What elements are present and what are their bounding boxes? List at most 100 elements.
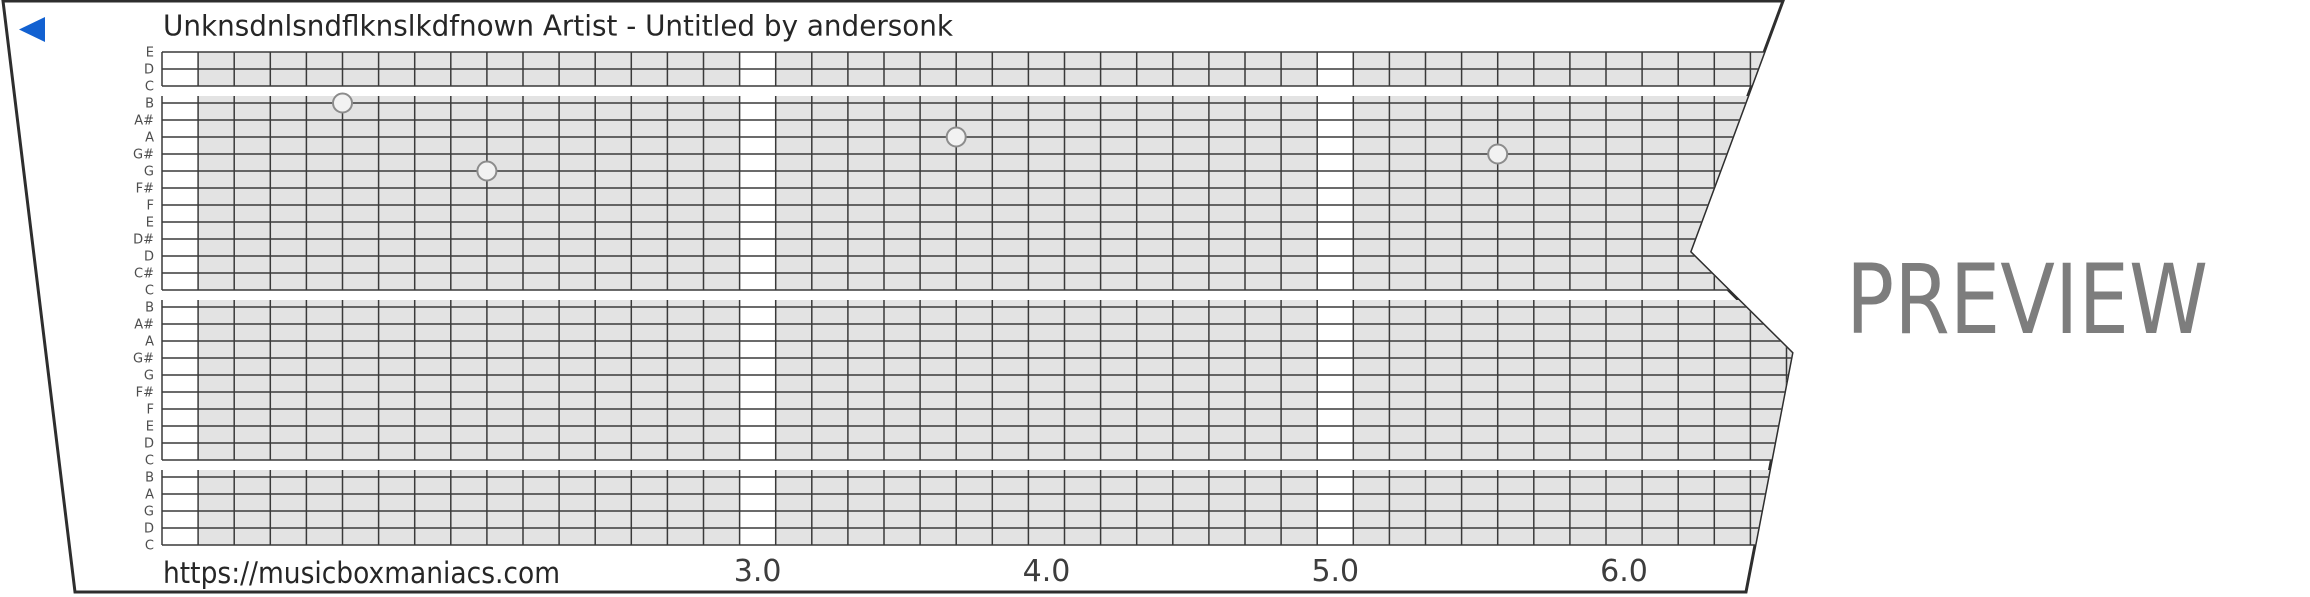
note-label: A <box>145 131 154 146</box>
time-label: 3.0 <box>734 554 782 589</box>
note-dot[interactable] <box>476 160 498 182</box>
note-grid <box>161 51 1792 546</box>
grid-row-shading <box>775 375 1318 392</box>
note-label: G# <box>133 148 154 163</box>
grid-row-shading <box>1353 494 1792 511</box>
grid-row-shading <box>1353 477 1792 494</box>
grid-row-shading <box>1353 120 1792 137</box>
grid-row-shading <box>775 494 1318 511</box>
note-label: C <box>145 539 154 554</box>
grid-row-shading <box>775 137 1318 154</box>
grid-row-shading <box>775 341 1318 358</box>
grid-row-shading <box>1353 392 1792 409</box>
grid-row-shading <box>198 137 740 154</box>
grid-row-shading <box>775 392 1318 409</box>
grid-row-shading <box>775 477 1318 494</box>
note-label: B <box>145 97 154 112</box>
grid-row-shading <box>775 120 1318 137</box>
grid-row-shading <box>1353 307 1792 324</box>
note-label: E <box>146 420 154 435</box>
grid-row-shading <box>198 52 740 69</box>
grid-row-shading <box>1353 171 1792 188</box>
note-label: C <box>145 284 154 299</box>
grid-row-shading <box>198 470 740 477</box>
note-dot[interactable] <box>945 126 967 148</box>
note-label: E <box>146 46 154 61</box>
grid-row-shading <box>198 205 740 222</box>
grid-row-shading <box>775 171 1318 188</box>
grid-row-shading <box>775 188 1318 205</box>
grid-row-shading <box>775 324 1318 341</box>
grid-row-shading <box>1353 300 1792 307</box>
note-dot[interactable] <box>1487 143 1509 165</box>
grid-row-shading <box>198 477 740 494</box>
note-label: G <box>144 369 154 384</box>
grid-row-shading <box>1353 324 1792 341</box>
grid-row-shading <box>1353 52 1792 69</box>
strip-title: Unknsdnlsndflknslkdfnown Artist - Untitl… <box>163 10 953 43</box>
grid-row-shading <box>1353 154 1792 171</box>
time-label: 5.0 <box>1311 554 1359 589</box>
grid-row-shading <box>198 222 740 239</box>
note-label: F <box>147 403 154 418</box>
grid-row-shading <box>775 205 1318 222</box>
grid-row-shading <box>198 300 740 307</box>
grid-row-shading <box>1353 137 1792 154</box>
grid-row-shading <box>775 300 1318 307</box>
grid-row-shading <box>1353 222 1792 239</box>
grid-row-shading <box>198 96 740 103</box>
play-icon <box>19 17 45 42</box>
note-label: A# <box>134 114 154 129</box>
grid-row-shading <box>775 239 1318 256</box>
grid-row-shading <box>775 307 1318 324</box>
grid-row-shading <box>1353 256 1792 273</box>
grid-row-shading <box>1353 443 1792 460</box>
note-label: G <box>144 165 154 180</box>
note-label: F# <box>136 386 154 401</box>
grid-row-shading <box>1353 239 1792 256</box>
grid-row-shading <box>1353 273 1792 290</box>
grid-row-shading <box>198 154 740 171</box>
grid-row-shading <box>198 341 740 358</box>
grid-row-shading <box>198 239 740 256</box>
grid-row-shading <box>1353 341 1792 358</box>
grid-row-shading <box>198 69 740 86</box>
preview-watermark: PREVIEW <box>1846 244 2208 356</box>
note-label: A <box>145 335 154 350</box>
note-dot[interactable] <box>332 92 353 114</box>
grid-row-shading <box>198 375 740 392</box>
grid-row-shading <box>198 307 740 324</box>
grid-row-shading <box>198 426 740 443</box>
grid-row-shading <box>775 222 1318 239</box>
grid-row-shading <box>1353 511 1792 528</box>
note-label: D <box>144 250 154 265</box>
grid-row-shading <box>1353 375 1792 392</box>
grid-row-shading <box>775 443 1318 460</box>
note-label: D# <box>133 233 154 248</box>
grid-row-shading <box>198 256 740 273</box>
grid-row-shading <box>198 358 740 375</box>
grid-row-shading <box>1353 528 1792 545</box>
note-label: C# <box>134 267 154 282</box>
play-button[interactable] <box>19 17 45 42</box>
grid-row-shading <box>198 494 740 511</box>
grid-row-shading <box>198 171 740 188</box>
note-label: A <box>145 488 154 503</box>
grid-row-shading <box>1353 470 1792 477</box>
time-label: 4.0 <box>1023 554 1071 589</box>
grid-row-shading <box>775 103 1318 120</box>
grid-row-shading <box>1353 96 1792 103</box>
grid-row-shading <box>198 392 740 409</box>
note-label: B <box>145 471 154 486</box>
grid-row-shading <box>198 528 740 545</box>
grid-row-shading <box>775 470 1318 477</box>
note-label: A# <box>134 318 154 333</box>
grid-row-shading <box>198 443 740 460</box>
note-label: E <box>146 216 154 231</box>
grid-row-shading <box>198 409 740 426</box>
note-label: D <box>144 63 154 78</box>
grid-row-shading <box>1353 205 1792 222</box>
grid-row-shading <box>198 120 740 137</box>
grid-row-shading <box>198 103 740 120</box>
